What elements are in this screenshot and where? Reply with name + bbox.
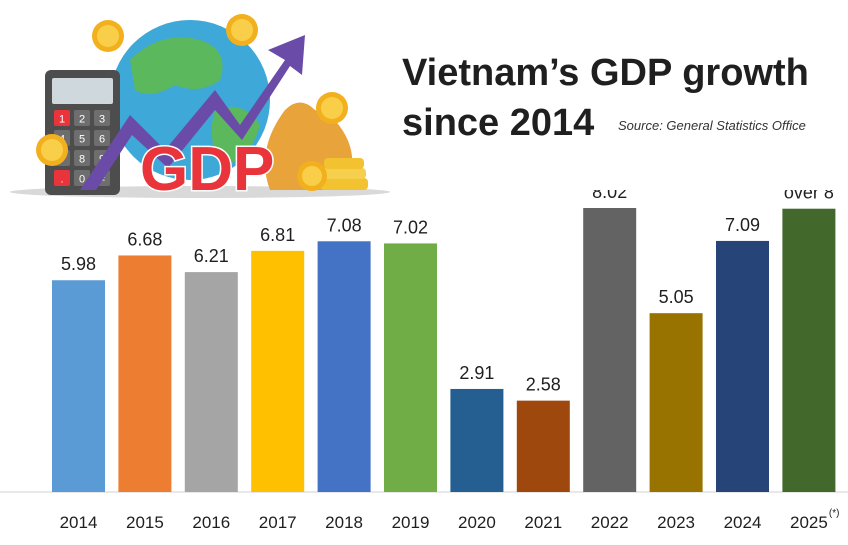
value-label-2014: 5.98 bbox=[61, 254, 96, 274]
gdp-illustration: 123456789.0= GDP bbox=[10, 14, 390, 200]
calculator-key bbox=[94, 110, 110, 126]
calculator-key-label: 1 bbox=[59, 114, 65, 126]
coin-icon bbox=[36, 14, 348, 191]
calculator-icon: 123456789.0= bbox=[45, 70, 120, 195]
chart-title: Vietnam’s GDP growth since 2014 bbox=[402, 48, 842, 148]
calculator-key bbox=[74, 110, 90, 126]
calculator-key bbox=[54, 170, 70, 186]
year-label-2023: 2023 bbox=[657, 513, 695, 532]
gdp-illustration-text: GDP bbox=[140, 135, 274, 200]
bar-2019 bbox=[384, 243, 437, 492]
bar-2017 bbox=[251, 250, 305, 492]
bar-2015 bbox=[118, 255, 172, 492]
calculator-key-label: 2 bbox=[79, 114, 85, 126]
annotation-2025: (*) bbox=[829, 508, 840, 519]
chart-title-line-1: Vietnam’s GDP growth bbox=[402, 52, 809, 94]
value-label-2019: 7.02 bbox=[393, 217, 428, 237]
source-note: Source: General Statistics Office bbox=[618, 118, 806, 133]
calculator-key-label: . bbox=[60, 174, 63, 186]
growth-arrow-icon bbox=[80, 35, 305, 190]
bar-2021 bbox=[516, 400, 570, 492]
year-label-2024: 2024 bbox=[724, 513, 762, 532]
year-label-2022: 2022 bbox=[591, 513, 629, 532]
calculator-key bbox=[74, 150, 90, 166]
bar-2016 bbox=[184, 272, 238, 492]
calculator-key-label: 3 bbox=[99, 114, 105, 126]
value-label-2018: 7.08 bbox=[327, 215, 362, 235]
year-label-2015: 2015 bbox=[126, 513, 164, 532]
year-label-2025: 2025 bbox=[790, 513, 828, 532]
calculator-key-label: 6 bbox=[99, 134, 105, 146]
calculator-key bbox=[94, 130, 110, 146]
value-label-2024: 7.09 bbox=[725, 215, 760, 235]
bar-2024 bbox=[716, 240, 769, 492]
value-label-2017: 6.81 bbox=[260, 225, 295, 245]
bar-2025 bbox=[782, 208, 836, 492]
calculator-key bbox=[54, 110, 70, 126]
year-label-2014: 2014 bbox=[60, 513, 98, 532]
value-label-2016: 6.21 bbox=[194, 246, 229, 266]
calculator-key-label: 5 bbox=[79, 134, 85, 146]
value-label-2015: 6.68 bbox=[127, 229, 162, 249]
year-label-2021: 2021 bbox=[524, 513, 562, 532]
value-label-2021: 2.58 bbox=[526, 375, 561, 395]
value-label-2023: 5.05 bbox=[659, 287, 694, 307]
bar-2014 bbox=[52, 280, 105, 492]
calculator-key-label: 8 bbox=[79, 154, 85, 166]
year-label-2018: 2018 bbox=[325, 513, 363, 532]
calculator-key-label: 0 bbox=[79, 174, 85, 186]
bar-2022 bbox=[583, 208, 637, 492]
value-label-2025: over 8 bbox=[784, 190, 834, 203]
calculator-key bbox=[74, 130, 90, 146]
coin-stack-icon bbox=[320, 158, 368, 190]
year-label-2019: 2019 bbox=[392, 513, 430, 532]
bar-2018 bbox=[317, 241, 371, 492]
gdp-bar-chart: 5.98 6.68 6.21 6.81 7.08 7.02 2.91 2.58 8.02 5.05… bbox=[0, 190, 848, 532]
bar-2020 bbox=[450, 388, 504, 492]
year-label-2020: 2020 bbox=[458, 513, 496, 532]
bar-2023 bbox=[649, 313, 703, 492]
year-label-2016: 2016 bbox=[192, 513, 230, 532]
value-label-2020: 2.91 bbox=[459, 363, 494, 383]
chart-title-line-2: since 2014 bbox=[402, 102, 595, 144]
year-label-2017: 2017 bbox=[259, 513, 297, 532]
value-label-2022: 8.02 bbox=[592, 190, 627, 202]
